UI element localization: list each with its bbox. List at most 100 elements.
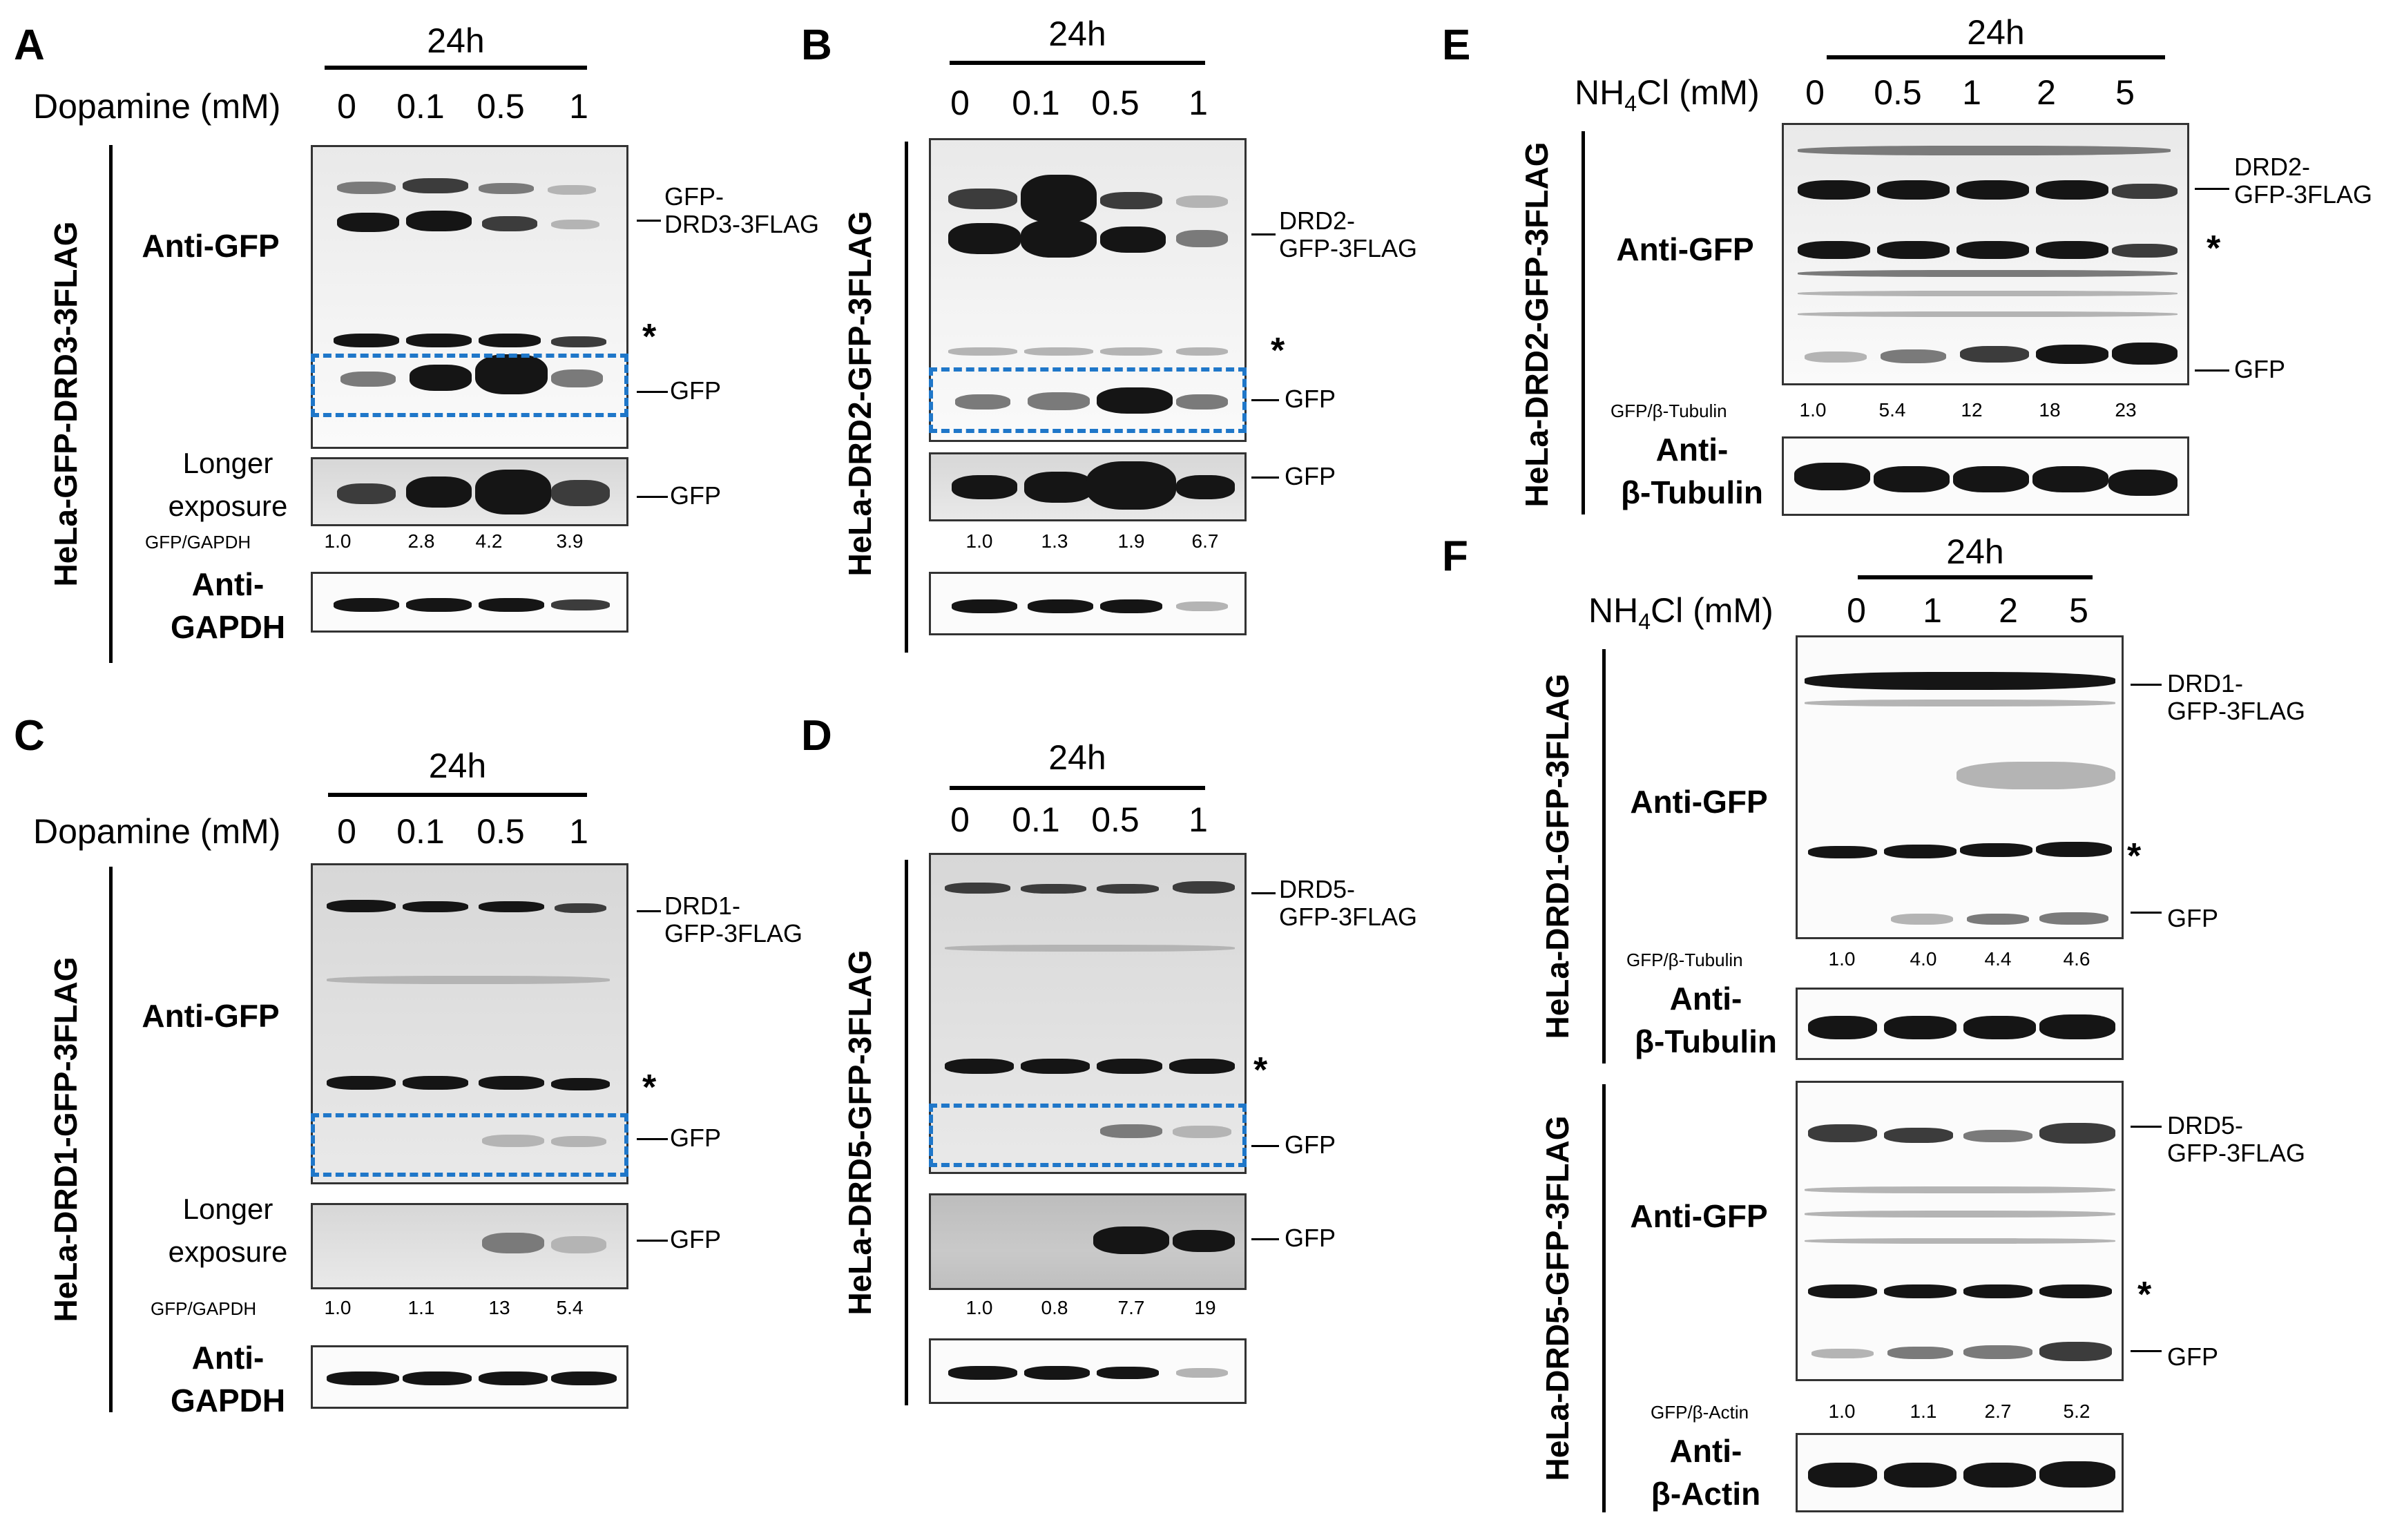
nonspecific-star: * bbox=[2127, 836, 2142, 876]
gfp-label-f-top: GFP bbox=[2167, 904, 2219, 932]
blot-longer-c bbox=[311, 1203, 628, 1289]
lane-label: 0 bbox=[337, 812, 356, 851]
longer-gfp-label-c: GFP bbox=[670, 1225, 722, 1253]
longer-exposure-c: Longer exposure bbox=[168, 1193, 288, 1268]
ratio-value: 1.3 bbox=[1041, 530, 1068, 552]
panel-letter-b: B bbox=[801, 21, 832, 69]
blot-longer-b bbox=[929, 452, 1247, 521]
lane-label: 0 bbox=[950, 800, 970, 839]
ratio-value: 1.0 bbox=[324, 530, 352, 552]
blot-anti-gfp-f-bottom bbox=[1796, 1081, 2124, 1381]
ratio-value: 4.2 bbox=[475, 530, 503, 552]
blot-title-f-bottom: Anti-GFP bbox=[1630, 1198, 1768, 1234]
gfp-label-f-bottom: GFP bbox=[2167, 1342, 2219, 1371]
lane-label: 1 bbox=[569, 812, 588, 851]
lane-label: 0.1 bbox=[1012, 800, 1060, 839]
blot-tubulin-f bbox=[1796, 988, 2124, 1060]
blot-gapdh-c bbox=[311, 1345, 628, 1409]
time-label-e: 24h bbox=[1967, 13, 2025, 52]
gfp-label-e: GFP bbox=[2234, 355, 2286, 383]
blot-gapdh-a bbox=[311, 572, 628, 633]
loading-title-e: Anti- β-Tubulin bbox=[1620, 432, 1764, 510]
loading-title-c: Anti- GAPDH bbox=[170, 1340, 286, 1418]
panel-letter-c: C bbox=[14, 712, 45, 760]
ratio-value: 6.7 bbox=[1191, 530, 1219, 552]
lane-label: 0.5 bbox=[477, 812, 525, 851]
band-label-e: DRD2- GFP-3FLAG bbox=[2234, 153, 2373, 209]
leader-line bbox=[1251, 1145, 1279, 1147]
nonspecific-star: * bbox=[642, 1068, 657, 1108]
lane-label: 0.5 bbox=[1874, 73, 1922, 112]
ratio-value: 5.4 bbox=[556, 1297, 584, 1318]
blot-loading-d bbox=[929, 1338, 1247, 1404]
blot-anti-gfp-f-top bbox=[1796, 635, 2124, 939]
treatment-label-c: Dopamine (mM) bbox=[33, 812, 281, 851]
leader-line bbox=[2131, 912, 2162, 914]
treatment-label-a: Dopamine (mM) bbox=[33, 87, 281, 126]
lane-label: 5 bbox=[2069, 591, 2088, 630]
blot-anti-gfp-a bbox=[311, 145, 628, 449]
blot-anti-gfp-e bbox=[1782, 123, 2189, 385]
leader-line bbox=[2131, 1350, 2162, 1352]
panel-letter-f: F bbox=[1442, 532, 1468, 580]
leader-line bbox=[1251, 892, 1276, 894]
leader-line bbox=[1251, 399, 1279, 401]
ratio-value: 1.0 bbox=[965, 530, 993, 552]
leader-line bbox=[2131, 684, 2162, 686]
blot-anti-gfp-d bbox=[929, 853, 1247, 1174]
ratio-value: 4.4 bbox=[1984, 948, 2012, 970]
leader-line bbox=[2195, 188, 2229, 190]
longer-gfp-label-b: GFP bbox=[1285, 462, 1336, 490]
cell-line-label-c: HeLa-DRD1-GFP-3FLAG bbox=[48, 956, 84, 1322]
ratio-value: 4.6 bbox=[2063, 948, 2090, 970]
time-bar-b bbox=[950, 61, 1205, 65]
time-label-d: 24h bbox=[1048, 738, 1106, 777]
lane-label: 0 bbox=[1805, 73, 1825, 112]
ratio-value: 18 bbox=[2039, 399, 2061, 421]
ratio-value: 5.4 bbox=[1878, 399, 1906, 421]
cell-line-label-d: HeLa-DRD5-GFP-3FLAG bbox=[842, 950, 878, 1316]
blot-loading-b bbox=[929, 572, 1247, 635]
leader-line bbox=[637, 1138, 668, 1140]
leader-line bbox=[637, 391, 668, 393]
lane-label: 0.1 bbox=[396, 87, 445, 126]
highlight-box-b bbox=[929, 367, 1247, 433]
leader-line bbox=[637, 1240, 668, 1242]
lane-label: 0.5 bbox=[1091, 800, 1140, 839]
leader-line bbox=[1251, 1238, 1279, 1240]
leader-line bbox=[1251, 477, 1279, 479]
ratio-label-a: GFP/GAPDH bbox=[145, 532, 251, 552]
cell-line-label-a: HeLa-GFP-DRD3-3FLAG bbox=[48, 221, 84, 587]
leader-line bbox=[2131, 1126, 2162, 1128]
leader-line bbox=[1251, 233, 1276, 235]
ratio-value: 23 bbox=[2115, 399, 2137, 421]
time-bar-e bbox=[1827, 55, 2165, 59]
ratio-value: 1.0 bbox=[1799, 399, 1827, 421]
leader-line bbox=[637, 910, 661, 912]
highlight-box-d bbox=[929, 1104, 1247, 1167]
time-label-a: 24h bbox=[427, 21, 485, 60]
lane-label: 0.5 bbox=[477, 87, 525, 126]
blot-anti-gfp-b bbox=[929, 138, 1247, 442]
band-label-d: DRD5- GFP-3FLAG bbox=[1279, 875, 1418, 931]
lane-label: 1 bbox=[1189, 84, 1208, 122]
cell-line-bar-b bbox=[905, 142, 908, 653]
nonspecific-star: * bbox=[642, 317, 657, 357]
time-bar-a bbox=[325, 66, 587, 70]
cell-line-label-e: HeLa-DRD2-GFP-3FLAG bbox=[1519, 142, 1555, 508]
lane-label: 0.1 bbox=[396, 812, 445, 851]
blot-title-e: Anti-GFP bbox=[1616, 231, 1754, 267]
blot-title-f-top: Anti-GFP bbox=[1630, 784, 1768, 820]
ratio-value: 19 bbox=[1194, 1297, 1216, 1318]
blot-longer-d bbox=[929, 1193, 1247, 1290]
cell-line-bar-a bbox=[109, 145, 113, 663]
band-label-c: DRD1- GFP-3FLAG bbox=[664, 892, 803, 947]
ratio-value: 1.0 bbox=[965, 1297, 993, 1318]
panel-letter-a: A bbox=[14, 21, 45, 69]
lane-label: 0 bbox=[337, 87, 356, 126]
gfp-label-a: GFP bbox=[670, 376, 722, 405]
lane-label: 2 bbox=[2037, 73, 2056, 112]
ratio-value: 5.2 bbox=[2063, 1401, 2090, 1422]
ratio-value: 2.8 bbox=[407, 530, 435, 552]
ratio-value: 7.7 bbox=[1117, 1297, 1145, 1318]
